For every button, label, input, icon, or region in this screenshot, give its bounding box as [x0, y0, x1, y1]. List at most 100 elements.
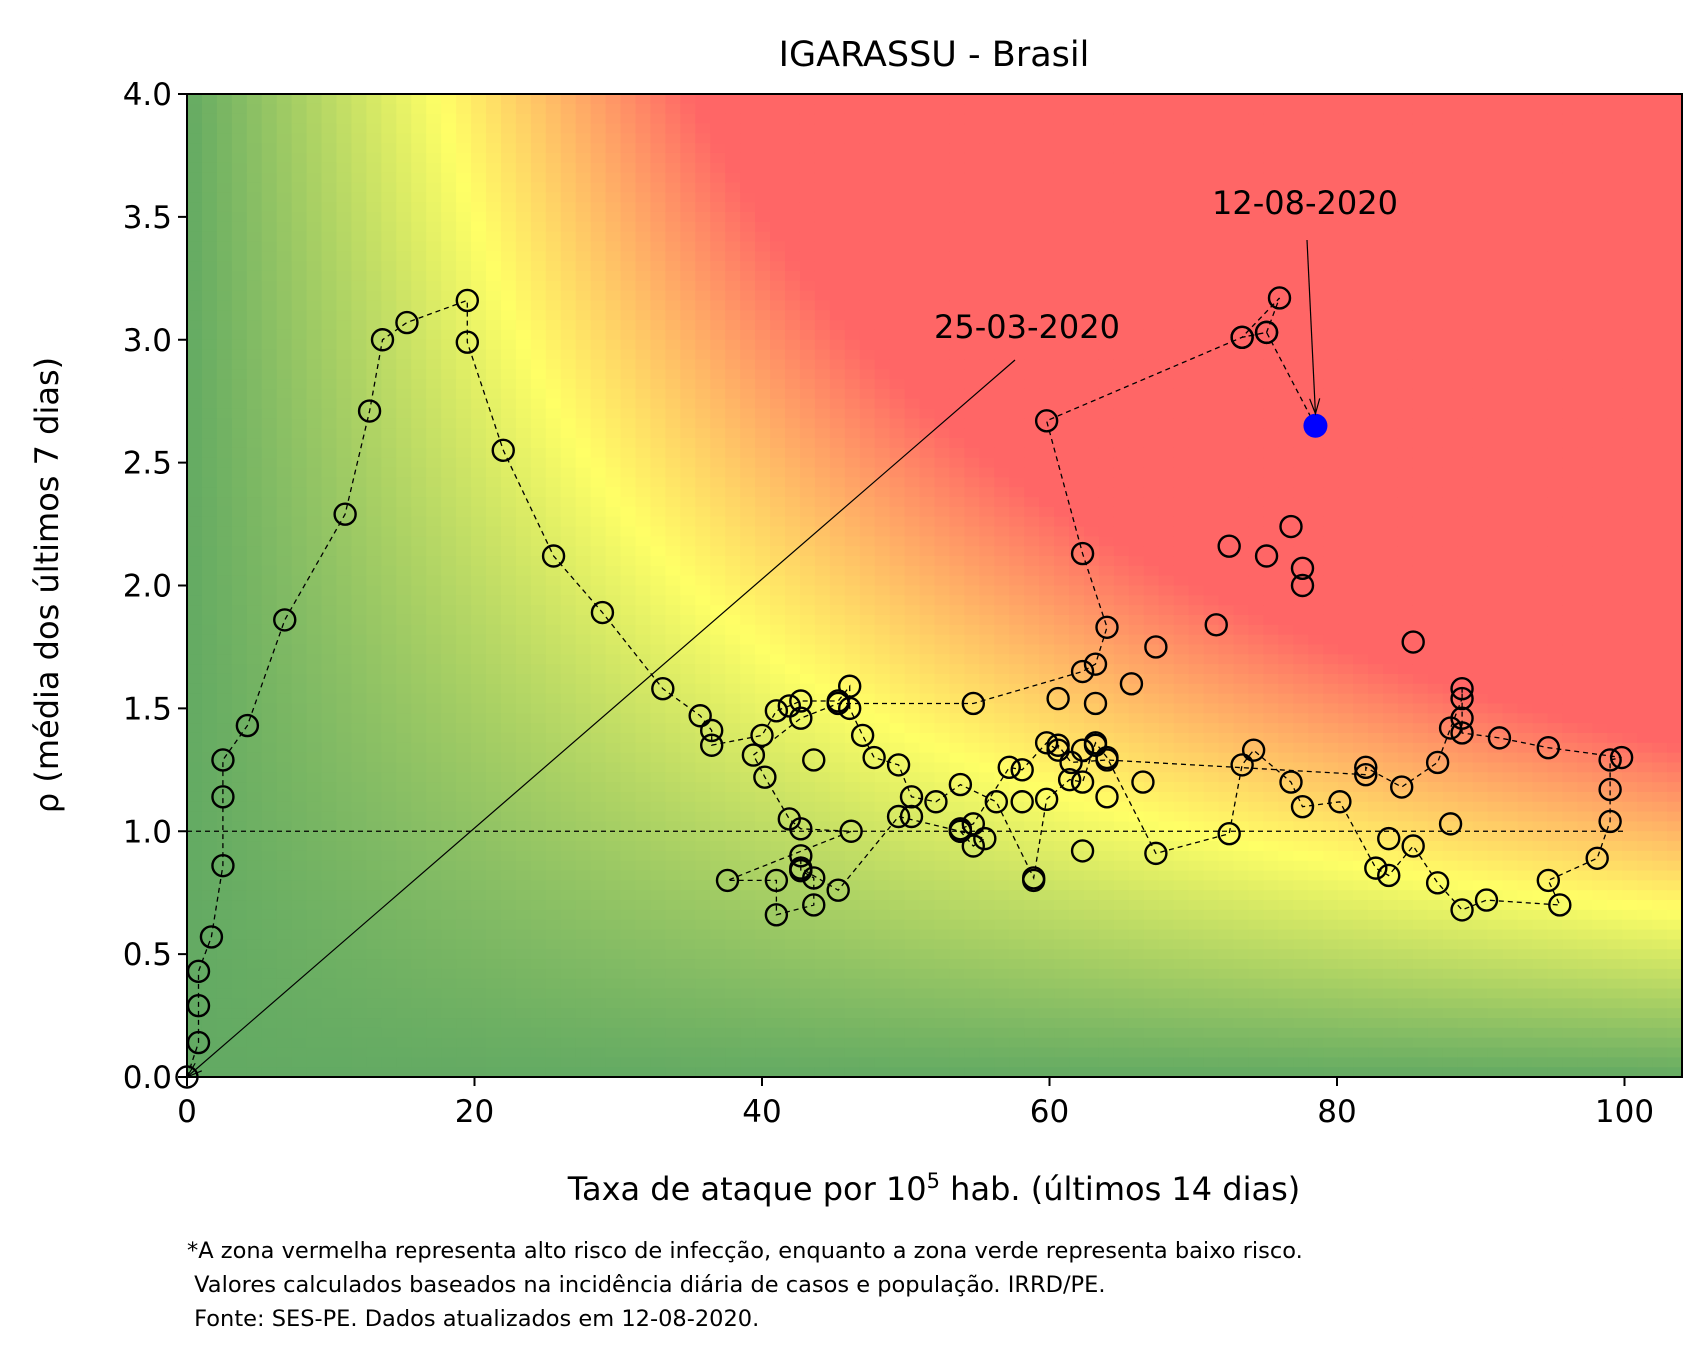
heatmap-cell — [515, 270, 532, 282]
heatmap-cell — [605, 860, 622, 872]
heatmap-cell — [740, 231, 756, 243]
heatmap-cell — [695, 752, 711, 764]
heatmap-cell — [396, 644, 412, 655]
heatmap-cell — [635, 369, 652, 380]
heatmap-cell — [590, 978, 607, 990]
heatmap-cell — [321, 811, 338, 823]
heatmap-cell — [351, 929, 367, 940]
heatmap-cell — [321, 978, 338, 990]
heatmap-cell — [441, 575, 457, 587]
heatmap-cell — [755, 1047, 771, 1058]
heatmap-cell — [246, 457, 263, 469]
heatmap-cell — [426, 536, 442, 547]
heatmap-cell — [919, 123, 936, 134]
heatmap-cell — [635, 487, 652, 498]
heatmap-cell — [799, 624, 816, 636]
heatmap-cell — [620, 280, 637, 292]
heatmap-cell — [530, 467, 547, 478]
heatmap-cell — [261, 408, 278, 419]
heatmap-cell — [725, 506, 741, 518]
heatmap-cell — [829, 497, 846, 508]
heatmap-cell — [889, 654, 906, 665]
heatmap-cell — [246, 683, 263, 695]
heatmap-cell — [755, 231, 771, 243]
heatmap-cell — [919, 614, 936, 626]
heatmap-cell — [710, 595, 726, 606]
heatmap-cell — [276, 418, 293, 429]
heatmap-cell — [680, 1057, 696, 1068]
heatmap-cell — [246, 850, 263, 862]
heatmap-cell — [755, 556, 771, 567]
heatmap-cell — [351, 585, 367, 596]
heatmap-cell — [276, 438, 293, 449]
heatmap-cell — [560, 1027, 577, 1039]
heatmap-cell — [441, 998, 457, 1009]
heatmap-cell — [456, 595, 472, 606]
heatmap-cell — [755, 1037, 771, 1049]
heatmap-cell — [695, 94, 711, 105]
heatmap-cell — [515, 310, 532, 321]
heatmap-cell — [261, 526, 278, 537]
heatmap-cell — [695, 280, 711, 292]
heatmap-cell — [874, 379, 891, 390]
heatmap-cell — [695, 841, 711, 852]
heatmap-cell — [874, 595, 891, 606]
heatmap-cell — [814, 585, 831, 596]
heatmap-cell — [829, 850, 846, 862]
heatmap-cell — [231, 94, 248, 105]
heatmap-cell — [381, 497, 397, 508]
heatmap-cell — [740, 1008, 756, 1019]
heatmap-cell — [381, 339, 397, 351]
heatmap-cell — [755, 841, 771, 852]
heatmap-cell — [396, 585, 412, 596]
heatmap-cell — [740, 742, 756, 754]
heatmap-cell — [396, 732, 412, 744]
heatmap-cell — [904, 664, 921, 675]
heatmap-cell — [725, 1057, 741, 1068]
heatmap-cell — [291, 438, 308, 449]
heatmap-cell — [829, 231, 846, 243]
heatmap-cell — [755, 693, 771, 705]
heatmap-cell — [575, 801, 592, 813]
heatmap-cell — [859, 841, 876, 852]
heatmap-cell — [799, 772, 816, 783]
heatmap-cell — [381, 113, 397, 125]
heatmap-cell — [291, 791, 308, 803]
heatmap-cell — [859, 959, 876, 970]
heatmap-cell — [665, 664, 681, 675]
heatmap-cell — [919, 192, 936, 203]
heatmap-cell — [396, 487, 412, 498]
heatmap-cell — [276, 152, 293, 164]
heatmap-cell — [231, 211, 248, 223]
heatmap-cell — [231, 143, 248, 154]
heatmap-cell — [665, 713, 681, 724]
heatmap-cell — [710, 536, 726, 547]
heatmap-cell — [560, 143, 577, 154]
heatmap-cell — [231, 565, 248, 577]
heatmap-cell — [740, 162, 756, 174]
heatmap-cell — [261, 968, 278, 980]
heatmap-cell — [246, 801, 263, 813]
heatmap-cell — [605, 1067, 622, 1077]
heatmap-cell — [336, 762, 353, 773]
heatmap-cell — [605, 211, 622, 223]
heatmap-cell — [515, 477, 532, 488]
heatmap-cell — [680, 870, 696, 881]
heatmap-cell — [530, 634, 547, 646]
heatmap-cell — [904, 162, 921, 174]
heatmap-cell — [859, 1037, 876, 1049]
heatmap-cell — [620, 339, 637, 351]
heatmap-cell — [231, 310, 248, 321]
heatmap-cell — [321, 300, 338, 311]
heatmap-cell — [680, 467, 696, 478]
heatmap-cell — [456, 929, 472, 940]
heatmap-cell — [530, 526, 547, 537]
heatmap-cell — [844, 349, 861, 361]
heatmap-cell — [844, 536, 861, 547]
heatmap-cell — [650, 1067, 666, 1077]
heatmap-cell — [785, 988, 801, 999]
heatmap-cell — [859, 1067, 876, 1077]
heatmap-cell — [276, 693, 293, 705]
heatmap-cell — [874, 673, 891, 685]
heatmap-cell — [590, 664, 607, 675]
